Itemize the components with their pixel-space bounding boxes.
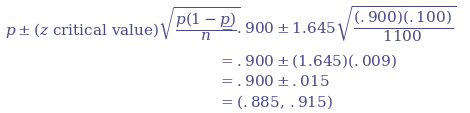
Text: $= (.885,\, .915)$: $= (.885,\, .915)$ xyxy=(218,93,333,111)
Text: $= .900 \pm .015$: $= .900 \pm .015$ xyxy=(218,74,329,88)
Text: $p \pm (z \text{ critical value})\sqrt{\dfrac{p(1-p)}{n}}$: $p \pm (z \text{ critical value})\sqrt{\… xyxy=(5,5,241,43)
Text: $= .900 \pm (1.645)(.009)$: $= .900 \pm (1.645)(.009)$ xyxy=(218,52,397,69)
Text: $= .900 \pm 1.645\sqrt{\dfrac{(.900)(.100)}{1100}}$: $= .900 \pm 1.645\sqrt{\dfrac{(.900)(.10… xyxy=(218,4,457,44)
